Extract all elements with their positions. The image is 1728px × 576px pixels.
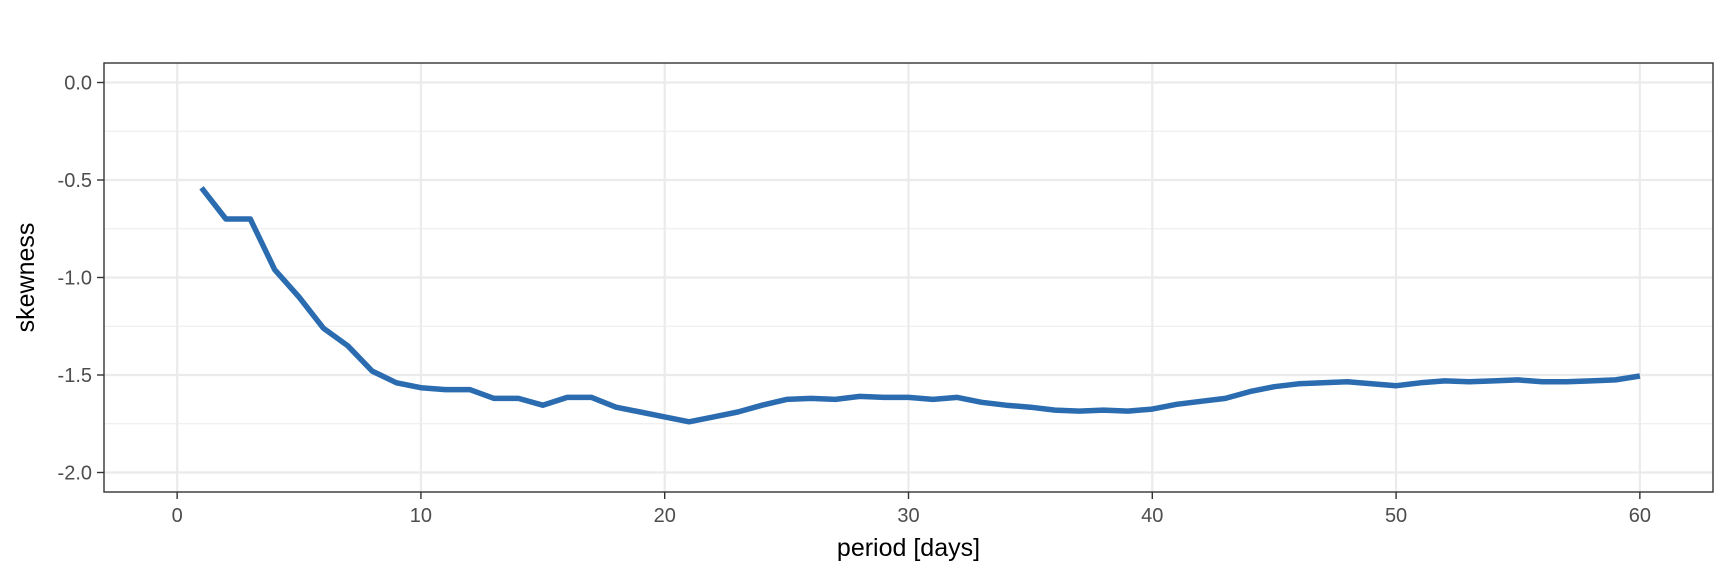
skewness-series-line xyxy=(199,186,1641,425)
x-tick-label: 40 xyxy=(1141,505,1163,527)
x-tick-label: 0 xyxy=(172,505,183,527)
axes: 0.0 -0.5 -1.0 -1.5 -2.0 0 10 20 30 40 50 60 xyxy=(58,73,1651,528)
x-tick-label: 50 xyxy=(1385,505,1407,527)
y-tick-label: -1.5 xyxy=(58,365,92,387)
x-tick-label: 60 xyxy=(1629,505,1651,527)
y-tick-label: 0.0 xyxy=(64,73,92,95)
y-tick-label: -1.0 xyxy=(58,268,92,290)
x-tick-label: 10 xyxy=(410,505,432,527)
y-tick-label: -0.5 xyxy=(58,170,92,192)
y-tick-label: -2.0 xyxy=(58,463,92,485)
series-layer xyxy=(199,186,1641,425)
grid-lines xyxy=(104,63,1713,492)
x-tick-label: 20 xyxy=(654,505,676,527)
x-tick-label: 30 xyxy=(897,505,919,527)
x-axis-title: period [days] xyxy=(837,534,980,562)
y-axis-title: skewness xyxy=(12,223,40,333)
